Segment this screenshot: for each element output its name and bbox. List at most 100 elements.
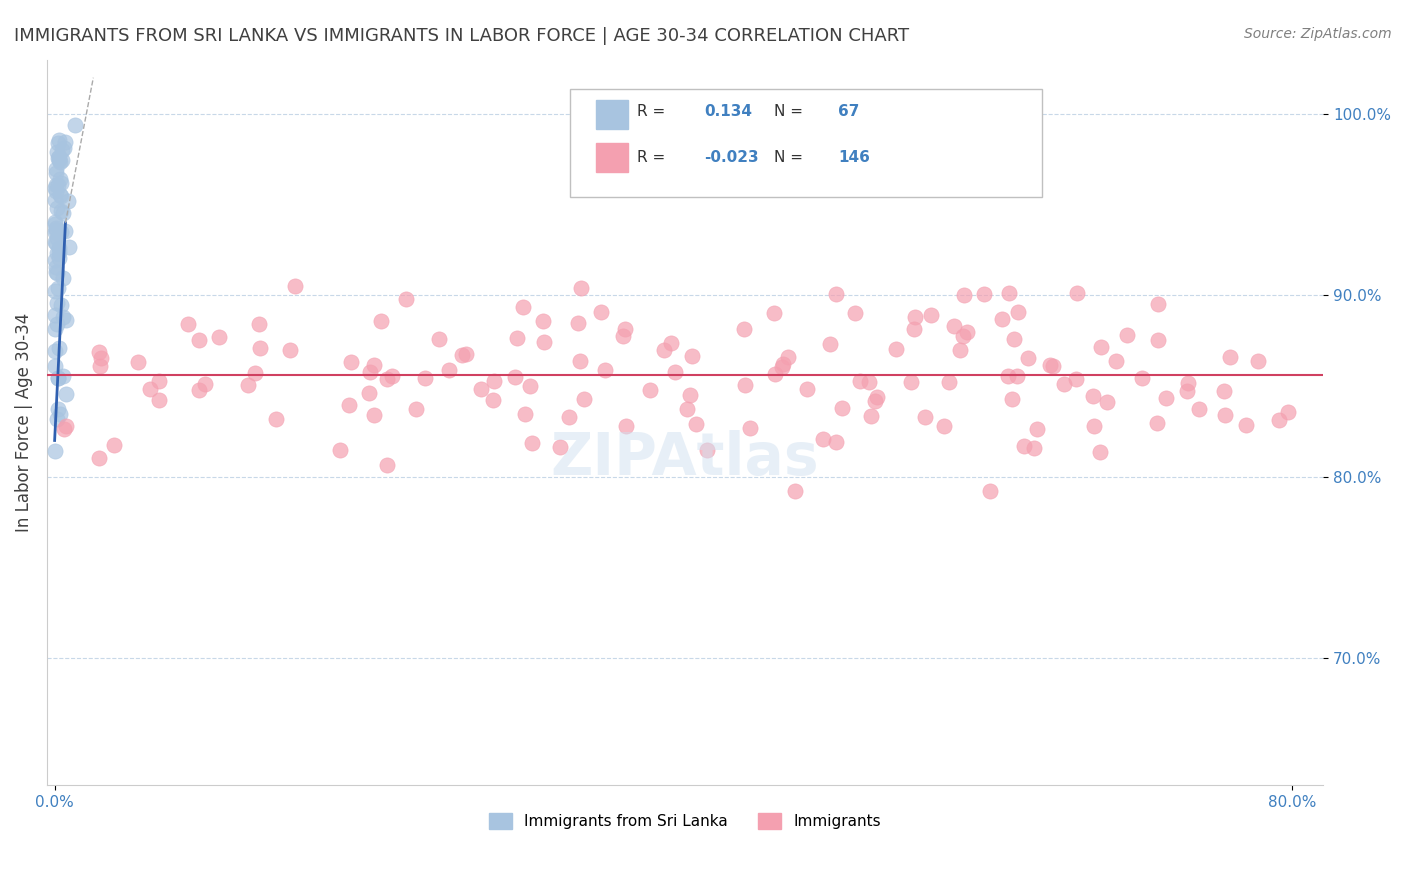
Point: [949, 343, 972, 357]
Point: [52, 270, 75, 285]
Point: [46, 317, 69, 331]
Point: [339, 354, 361, 368]
Point: [127, 354, 149, 368]
Point: [51, 310, 73, 324]
Point: [243, 366, 266, 380]
Point: [932, 419, 955, 434]
Point: [49, 298, 72, 312]
Point: [1146, 334, 1168, 348]
Point: [811, 432, 834, 446]
Point: [1066, 372, 1088, 386]
Point: [451, 348, 474, 362]
Point: [375, 372, 398, 386]
Point: [825, 435, 848, 450]
Point: [413, 371, 436, 385]
Point: [866, 390, 889, 404]
Point: [638, 384, 661, 398]
Point: [238, 378, 260, 392]
Point: [46, 201, 69, 215]
Point: [776, 350, 799, 364]
Point: [685, 417, 707, 431]
Point: [733, 322, 755, 336]
Point: [103, 438, 125, 452]
Point: [1154, 392, 1177, 406]
Point: [1268, 413, 1291, 427]
Point: [247, 318, 270, 332]
Point: [45, 295, 67, 310]
Point: [884, 343, 907, 357]
Point: [1234, 418, 1257, 433]
Point: [52, 141, 75, 155]
Point: [1147, 297, 1170, 311]
Point: [46, 136, 69, 150]
Point: [45, 184, 67, 198]
Point: [659, 336, 682, 351]
Point: [44, 235, 66, 249]
Point: [148, 393, 170, 408]
Point: [48, 153, 70, 168]
Point: [938, 376, 960, 390]
Point: [87, 345, 110, 359]
Point: [44, 321, 66, 335]
Point: [49, 172, 72, 186]
Point: [696, 443, 718, 458]
Point: [952, 329, 974, 343]
Point: [437, 363, 460, 377]
Point: [52, 368, 75, 383]
Point: [337, 399, 360, 413]
Point: [991, 312, 1014, 326]
Point: [470, 382, 492, 396]
Point: [956, 326, 979, 340]
Point: [49, 187, 72, 202]
Point: [825, 287, 848, 301]
Point: [49, 188, 72, 202]
Point: [1017, 351, 1039, 365]
Point: [1095, 395, 1118, 409]
Point: [904, 310, 927, 325]
Point: [1083, 419, 1105, 434]
Point: [1146, 417, 1168, 431]
Point: [593, 363, 616, 377]
Point: [48, 341, 70, 355]
Point: [1042, 359, 1064, 374]
Point: [357, 386, 380, 401]
Text: R =: R =: [637, 150, 665, 165]
Text: IMMIGRANTS FROM SRI LANKA VS IMMIGRANTS IN LABOR FORCE | AGE 30-34 CORRELATION C: IMMIGRANTS FROM SRI LANKA VS IMMIGRANTS …: [14, 27, 910, 45]
Point: [953, 288, 976, 302]
Point: [1116, 328, 1139, 343]
Point: [1066, 286, 1088, 301]
Point: [1188, 402, 1211, 417]
Point: [1213, 408, 1236, 422]
Point: [45, 260, 67, 275]
Point: [569, 354, 592, 368]
Legend: Immigrants from Sri Lanka, Immigrants: Immigrants from Sri Lanka, Immigrants: [482, 807, 887, 836]
Point: [1105, 354, 1128, 368]
Point: [652, 343, 675, 357]
Text: N =: N =: [775, 104, 803, 120]
Point: [1002, 332, 1025, 346]
Point: [734, 378, 756, 392]
Point: [920, 308, 942, 322]
Text: 0.134: 0.134: [704, 104, 752, 120]
Point: [1177, 376, 1199, 390]
Point: [863, 394, 886, 409]
Point: [46, 246, 69, 260]
Point: [188, 383, 211, 397]
Point: [849, 374, 872, 388]
Point: [44, 343, 66, 358]
Point: [44, 284, 66, 298]
Point: [44, 215, 66, 229]
Point: [520, 436, 543, 450]
Point: [1007, 304, 1029, 318]
Point: [45, 145, 67, 159]
Point: [503, 370, 526, 384]
Point: [796, 382, 818, 396]
Point: [44, 193, 66, 207]
Point: [1247, 354, 1270, 368]
Point: [1007, 369, 1029, 384]
Point: [513, 407, 536, 421]
Point: [283, 278, 305, 293]
Point: [58, 240, 80, 254]
Point: [53, 422, 76, 436]
Point: [675, 402, 697, 417]
